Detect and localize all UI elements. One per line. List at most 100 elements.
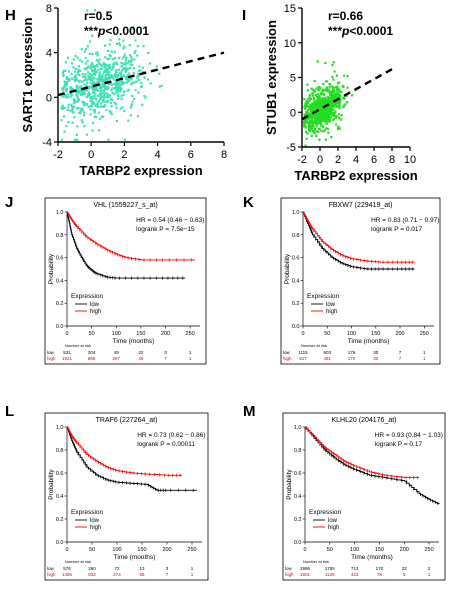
scatter-point: [324, 61, 327, 65]
scatter-point: [316, 114, 319, 117]
scatter-point: [304, 130, 308, 134]
y-axis-label: STUB1 expression: [264, 20, 279, 135]
scatter-point: [103, 105, 106, 108]
scatter-point: [71, 87, 75, 91]
scatter-point: [87, 87, 90, 90]
scatter-point: [112, 63, 115, 66]
scatter-point: [77, 97, 80, 100]
at-risk-value: 2: [428, 566, 431, 571]
scatter-point: [101, 79, 104, 82]
scatter-point: [118, 86, 122, 89]
plot-title: FBXW7 (229419_at): [329, 202, 393, 209]
scatter-point: [64, 61, 68, 64]
scatter-point: [304, 126, 307, 129]
scatter-point: [312, 98, 315, 101]
scatter-point: [113, 82, 116, 86]
x-tick-label: 0: [317, 154, 323, 166]
scatter-point: [89, 113, 92, 116]
scatter-point: [76, 56, 79, 59]
scatter-point: [99, 117, 102, 120]
scatter-point: [71, 110, 74, 114]
scatter-point: [317, 114, 320, 117]
scatter-point: [337, 127, 340, 130]
scatter-point: [120, 65, 123, 68]
scatter-point: [123, 53, 126, 56]
scatter-point: [311, 116, 314, 119]
panel-m: M KLHL20 (204176_at) 0 50 100 150 200 250 0.0 0.2…: [243, 403, 446, 581]
scatter-point: [103, 89, 106, 92]
scatter-point: [326, 127, 330, 131]
scatter-point: [96, 54, 99, 57]
scatter-point: [319, 122, 322, 125]
scatter-point: [76, 88, 79, 91]
scatter-point: [83, 125, 86, 128]
scatter-point: [71, 109, 74, 112]
y-tick-label: 0.0: [56, 540, 64, 546]
scatter-point: [332, 87, 335, 90]
scatter-point: [65, 80, 69, 84]
scatter-point: [89, 79, 93, 82]
at-risk-value: 7: [399, 350, 402, 355]
scatter-point: [84, 73, 87, 76]
scatter-point: [96, 63, 99, 66]
scatter-point: [124, 61, 127, 64]
km-curve: [303, 211, 415, 270]
scatter-point: [120, 71, 123, 74]
scatter-point: [331, 85, 334, 88]
scatter-point: [93, 67, 97, 71]
scatter-point: [94, 97, 97, 100]
scatter-point: [335, 123, 338, 126]
scatter-point: [332, 94, 336, 97]
at-risk-value: 78: [377, 572, 383, 577]
scatter-point: [122, 67, 125, 70]
scatter-point: [93, 69, 96, 72]
scatter-point: [76, 100, 79, 103]
scatter-point: [311, 106, 315, 109]
scatter-point: [128, 72, 131, 75]
scatter-point: [77, 98, 81, 102]
scatter-point: [108, 94, 112, 97]
scatter-point: [318, 111, 321, 114]
scatter-point: [325, 106, 328, 109]
scatter-point: [315, 125, 318, 128]
scatter-point: [74, 54, 77, 58]
x-tick-label: 0: [301, 331, 304, 337]
scatter-point: [142, 70, 145, 74]
scatter-point: [77, 68, 80, 71]
at-risk-value: 1755: [325, 566, 336, 571]
scatter-point: [338, 90, 342, 93]
scatter-point: [308, 116, 311, 119]
scatter-point: [117, 68, 120, 71]
scatter-point: [303, 105, 306, 108]
scatter-point: [303, 125, 306, 128]
scatter-point: [84, 47, 87, 51]
scatter-point: [114, 84, 118, 87]
scatter-point: [322, 130, 325, 133]
scatter-point: [122, 93, 125, 96]
scatter-point: [118, 38, 121, 41]
km-series-low: [67, 426, 197, 492]
scatter-point: [305, 137, 308, 140]
scatter-point: [338, 95, 341, 98]
scatter-point: [105, 108, 108, 112]
km-series-high: [303, 211, 415, 264]
scatter-point: [336, 87, 339, 90]
scatter-point: [310, 110, 314, 113]
scatter-point: [64, 94, 67, 97]
scatter-point: [70, 77, 74, 80]
logrank-p: logrank P = 0.00011: [137, 441, 195, 448]
scatter-point: [95, 82, 98, 85]
scatter-point: [110, 113, 113, 116]
scatter-point: [336, 100, 339, 103]
scatter-point: [127, 88, 130, 92]
scatter-point: [108, 63, 111, 66]
scatter-point: [100, 75, 103, 78]
scatter-point: [312, 123, 315, 126]
panel-k: K FBXW7 (229419_at) 0 50 100 150 200 250 0.0 0.2 0…: [243, 194, 441, 365]
scatter-point: [346, 86, 349, 89]
at-risk-group-high: high: [283, 356, 292, 361]
scatter-point: [326, 101, 330, 104]
scatter-point: [328, 116, 331, 119]
scatter-point: [313, 116, 316, 119]
scatter-point: [338, 98, 341, 102]
